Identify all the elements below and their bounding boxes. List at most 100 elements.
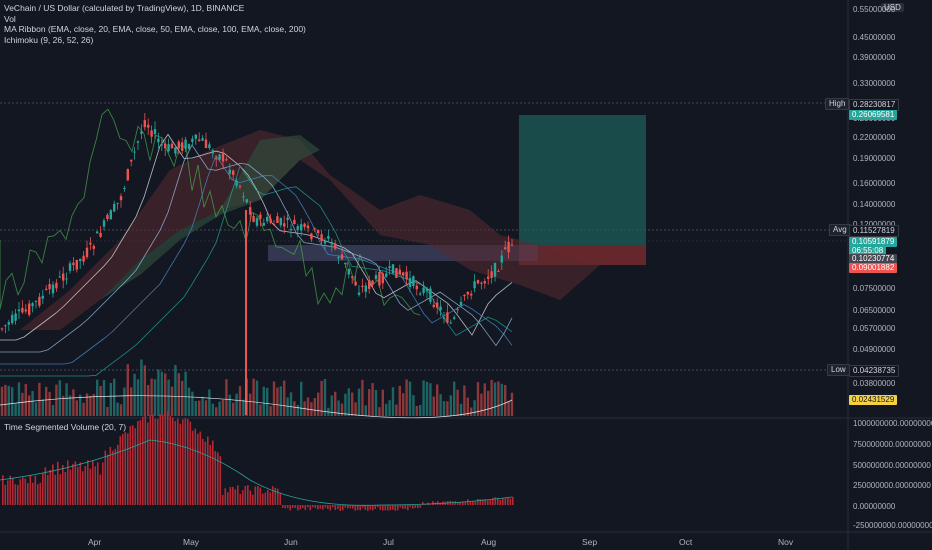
tsv-bar — [7, 480, 9, 505]
tsv-bar — [429, 503, 432, 505]
tsv-bar — [499, 499, 502, 505]
currency-badge[interactable]: USD — [881, 3, 904, 12]
target-zone — [519, 115, 646, 246]
candle-body — [497, 271, 500, 273]
candle-body — [14, 313, 17, 321]
candle-body — [225, 159, 228, 161]
tsv-bar — [464, 501, 467, 505]
tsv-bar — [399, 505, 402, 508]
candle-body — [140, 131, 143, 134]
tsv-bar — [422, 501, 424, 505]
candle-body — [412, 276, 415, 287]
candle-body — [361, 285, 364, 288]
tsv-legend[interactable]: Time Segmented Volume (20, 7) — [4, 422, 127, 432]
candle-body — [303, 223, 306, 227]
volume-bar — [14, 403, 17, 416]
tsv-bar — [12, 478, 14, 505]
tsv-bar — [199, 431, 202, 505]
tsv-bar — [282, 505, 284, 508]
volume-bar — [164, 373, 167, 416]
avg-value-tag: 0.11527819 — [849, 225, 899, 237]
volume-bar — [296, 404, 299, 416]
ichimoku-cloud-green — [100, 135, 320, 300]
volume-bar — [293, 401, 296, 416]
candle-body — [398, 269, 401, 275]
volume-bar — [300, 381, 303, 416]
volume-bar — [89, 395, 92, 416]
tsv-bar — [467, 499, 469, 505]
volume-bar — [211, 403, 214, 416]
volume-bar — [347, 388, 350, 416]
x-axis-label: Apr — [88, 537, 102, 547]
candle-body — [150, 130, 153, 137]
volume-bar — [439, 394, 442, 416]
tsv-bar — [169, 415, 172, 505]
volume-bar — [235, 393, 238, 416]
volume-bar — [65, 383, 68, 416]
ichimoku-legend[interactable]: Ichimoku (9, 26, 52, 26) — [4, 34, 94, 45]
candle-body — [374, 275, 378, 280]
candle-body — [245, 199, 248, 203]
tsv-bar — [147, 422, 149, 505]
volume-bar — [143, 365, 146, 416]
volume-bar — [153, 379, 157, 416]
candle-body — [232, 170, 235, 175]
volume-bar — [218, 401, 221, 416]
candle-body — [62, 273, 65, 281]
volume-bar — [24, 384, 27, 416]
tsv-bar — [432, 501, 434, 505]
tsv-bar — [224, 488, 227, 505]
volume-bar — [436, 384, 439, 416]
candle-body — [405, 271, 408, 280]
volume-bar — [466, 397, 469, 416]
volume-bar — [72, 389, 75, 416]
volume-bar — [136, 379, 140, 416]
ma-ribbon-legend[interactable]: MA Ribbon (EMA, close, 20, EMA, close, 5… — [4, 24, 306, 34]
candle-body — [436, 302, 439, 308]
candle-body — [334, 243, 337, 249]
volume-bar — [191, 391, 194, 416]
tsv-bar — [382, 505, 384, 511]
volume-bar — [96, 379, 99, 416]
candle-body — [388, 266, 391, 268]
volume-bar — [194, 400, 197, 416]
tsv-bar — [257, 485, 259, 505]
volume-bar — [449, 395, 452, 416]
candle-body — [181, 142, 184, 151]
volume-bar — [140, 359, 143, 416]
tsv-bar — [54, 474, 57, 505]
candle-body — [79, 258, 82, 262]
tsv-bar — [32, 482, 34, 505]
tsv-bar — [29, 475, 32, 505]
tsv-bar — [509, 498, 512, 505]
candle-body — [466, 291, 469, 295]
candle-body — [38, 296, 41, 306]
tsv-axis-label: 0.00000000 — [853, 502, 896, 511]
tsv-bar — [342, 505, 344, 511]
candle-body — [429, 288, 432, 302]
ichimoku-cloud — [20, 130, 600, 330]
tsv-bar — [419, 505, 422, 508]
tsv-bar — [479, 499, 482, 505]
candle-body — [82, 255, 85, 262]
candle-body — [266, 216, 269, 222]
candle-body — [344, 262, 347, 265]
tsv-bar — [344, 505, 347, 508]
tsv-bar — [359, 505, 362, 511]
volume-bar — [272, 381, 276, 416]
candle-body — [242, 196, 245, 198]
tsv-bar — [507, 497, 509, 505]
volume-bar — [58, 380, 61, 416]
volume-bar — [337, 400, 340, 416]
volume-bar — [38, 382, 41, 416]
volume-bar — [51, 405, 55, 416]
tsv-bar — [384, 505, 387, 511]
price-axis-label: 0.22000000 — [853, 133, 896, 142]
volume-bar — [82, 402, 85, 416]
symbol-title[interactable]: VeChain / US Dollar (calculated by Tradi… — [4, 3, 245, 13]
volume-bar — [476, 382, 480, 416]
volume-legend[interactable]: Vol — [4, 13, 16, 24]
candle-body — [378, 271, 381, 286]
tsv-bar — [144, 415, 147, 505]
